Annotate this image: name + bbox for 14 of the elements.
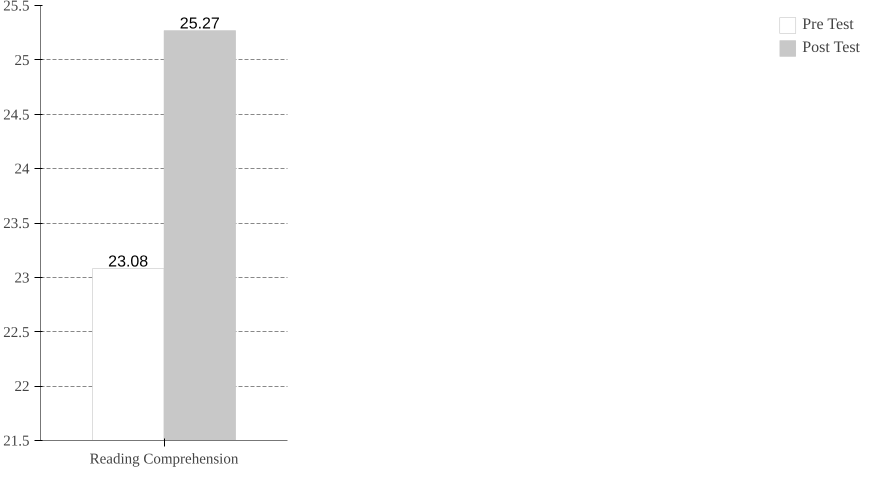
y-tick-label: 22.5 xyxy=(3,324,30,341)
y-tick-label: 22 xyxy=(14,379,30,396)
y-tick-label: 23.5 xyxy=(3,216,30,232)
y-tick-label: 23 xyxy=(14,270,30,286)
x-tick-label: Reading Comprehension xyxy=(90,452,239,468)
y-tick-label: 24.5 xyxy=(3,107,30,124)
legend-label: Pre Test xyxy=(802,16,854,34)
y-tick-label: 21.5 xyxy=(3,434,30,450)
data-label: 25.27 xyxy=(180,16,220,33)
data-label: 23.08 xyxy=(108,254,148,271)
y-tick-label: 25.5 xyxy=(3,0,30,14)
y-tick-label: 24 xyxy=(14,162,30,178)
legend-label: Post Test xyxy=(802,39,860,57)
y-tick-label: 25 xyxy=(14,52,30,69)
